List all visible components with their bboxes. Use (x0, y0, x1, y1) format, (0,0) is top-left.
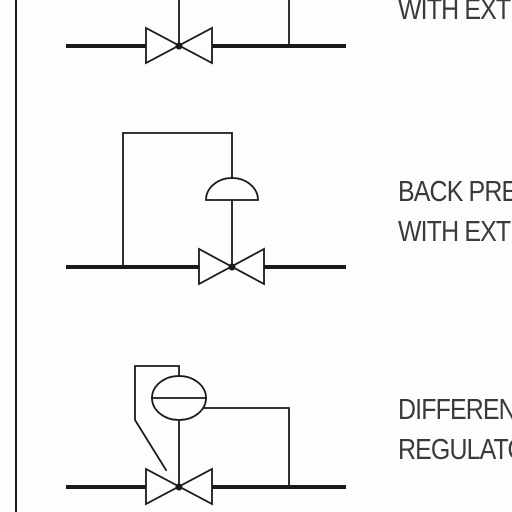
bpr-external-tap-line (122, 132, 233, 268)
differential-pressure-regulator-label: DIFFERENTIAL PRESSURE REGULATOR (398, 390, 512, 470)
dpr-label-line-2: REGULATOR (398, 434, 512, 466)
top-label-line-1: WITH EXTERNAL TAP (398, 0, 512, 26)
differential-pressure-regulator-symbol (66, 365, 346, 506)
bpr-valve-center (228, 263, 236, 271)
top-valve-center (175, 42, 183, 50)
dpr-upper-sensing-line (134, 365, 180, 472)
bpr-label-line-1: BACK PRESSURE REGULATOR (398, 176, 512, 208)
back-pressure-regulator-symbol (66, 132, 346, 286)
top-valve-symbol (66, 0, 346, 65)
dpr-lower-sensing-line (203, 407, 290, 488)
top-symbol-label: WITH EXTERNAL TAP (398, 0, 512, 30)
back-pressure-regulator-label: BACK PRESSURE REGULATOR WITH EXTERNAL TA… (398, 172, 512, 252)
bpr-diaphragm-actuator (205, 177, 259, 201)
dpr-valve-center (175, 483, 183, 491)
bpr-label-line-2: WITH EXTERNAL TAP (398, 216, 512, 248)
dpr-label-line-1: DIFFERENTIAL PRESSURE (398, 394, 512, 426)
